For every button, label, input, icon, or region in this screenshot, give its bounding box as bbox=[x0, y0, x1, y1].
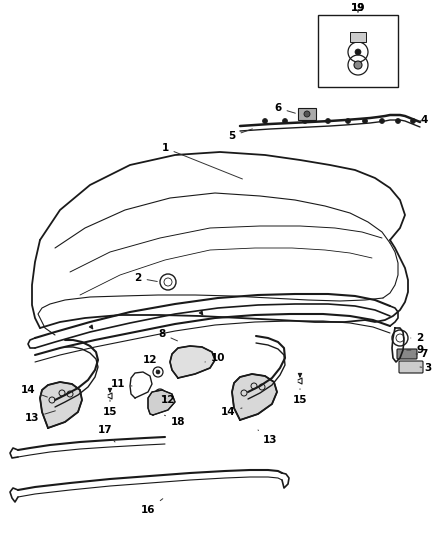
FancyBboxPatch shape bbox=[397, 349, 417, 359]
FancyBboxPatch shape bbox=[350, 32, 366, 42]
Circle shape bbox=[363, 118, 367, 124]
Text: 3: 3 bbox=[420, 363, 431, 373]
Text: 19: 19 bbox=[351, 3, 365, 13]
Text: 2: 2 bbox=[134, 273, 157, 283]
Circle shape bbox=[379, 118, 385, 124]
Text: 4: 4 bbox=[420, 115, 427, 125]
Text: 18: 18 bbox=[165, 415, 185, 427]
Polygon shape bbox=[170, 346, 215, 378]
Text: 12: 12 bbox=[161, 395, 175, 405]
Text: 7: 7 bbox=[416, 349, 427, 359]
Text: 2: 2 bbox=[411, 333, 424, 343]
Text: 17: 17 bbox=[98, 425, 115, 442]
Polygon shape bbox=[40, 382, 82, 428]
Polygon shape bbox=[232, 374, 277, 420]
Text: 16: 16 bbox=[141, 499, 163, 515]
Circle shape bbox=[156, 370, 160, 374]
Text: 12: 12 bbox=[143, 355, 158, 372]
Text: 15: 15 bbox=[293, 389, 307, 405]
Circle shape bbox=[325, 118, 331, 124]
Text: 5: 5 bbox=[228, 129, 252, 141]
Text: 19: 19 bbox=[351, 3, 365, 13]
Circle shape bbox=[262, 118, 268, 124]
Circle shape bbox=[283, 118, 287, 124]
FancyBboxPatch shape bbox=[399, 361, 423, 373]
Circle shape bbox=[346, 118, 350, 124]
Text: 9: 9 bbox=[407, 345, 424, 355]
Circle shape bbox=[355, 49, 361, 55]
Polygon shape bbox=[148, 390, 175, 415]
Text: 13: 13 bbox=[258, 430, 277, 445]
FancyBboxPatch shape bbox=[298, 108, 316, 120]
Circle shape bbox=[396, 118, 400, 124]
Text: 6: 6 bbox=[274, 103, 295, 113]
Text: 14: 14 bbox=[21, 385, 47, 397]
Text: 15: 15 bbox=[103, 400, 117, 417]
Text: 1: 1 bbox=[161, 143, 242, 179]
Circle shape bbox=[304, 111, 310, 117]
Text: 8: 8 bbox=[159, 329, 177, 341]
Circle shape bbox=[410, 118, 416, 124]
Text: 13: 13 bbox=[25, 411, 55, 423]
Circle shape bbox=[354, 61, 362, 69]
Text: 14: 14 bbox=[221, 407, 242, 417]
FancyBboxPatch shape bbox=[318, 15, 398, 87]
Circle shape bbox=[303, 118, 307, 124]
Text: 10: 10 bbox=[205, 353, 225, 363]
Circle shape bbox=[158, 392, 162, 396]
Text: 11: 11 bbox=[111, 379, 132, 389]
